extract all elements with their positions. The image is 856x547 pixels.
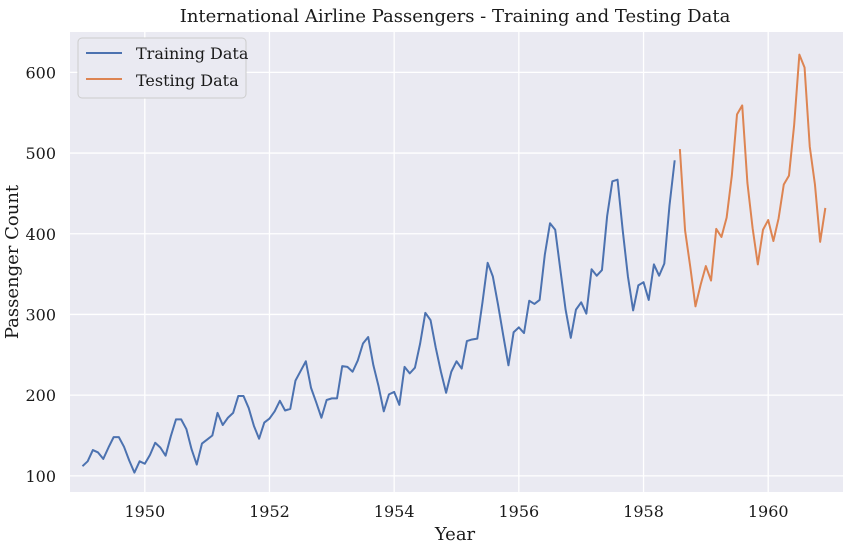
plot-background [70, 32, 843, 492]
x-tick-label: 1958 [623, 502, 664, 521]
legend-label-testing: Testing Data [136, 71, 239, 90]
y-tick-label: 600 [25, 63, 56, 82]
chart-title: International Airline Passengers - Train… [180, 6, 731, 27]
series-layer [81, 53, 827, 474]
y-tick-labels: 100 200 300 400 500 600 [25, 63, 56, 486]
y-tick-label: 300 [25, 305, 56, 324]
y-tick-label: 200 [25, 386, 56, 405]
x-axis-label: Year [434, 524, 476, 545]
x-tick-label: 1956 [498, 502, 539, 521]
x-tick-label: 1954 [374, 502, 415, 521]
testing-data-line [678, 53, 827, 308]
training-data-line [81, 160, 676, 474]
y-tick-label: 100 [25, 467, 56, 486]
x-tick-label: 1952 [249, 502, 290, 521]
y-tick-label: 500 [25, 144, 56, 163]
y-tick-label: 400 [25, 225, 56, 244]
y-axis-label: Passenger Count [2, 184, 23, 339]
x-tick-label: 1950 [124, 502, 165, 521]
x-tick-label: 1960 [748, 502, 789, 521]
legend-label-training: Training Data [136, 44, 249, 63]
legend: Training Data Testing Data [77, 37, 249, 99]
x-tick-labels: 1950 1952 1954 1956 1958 1960 [124, 502, 788, 521]
